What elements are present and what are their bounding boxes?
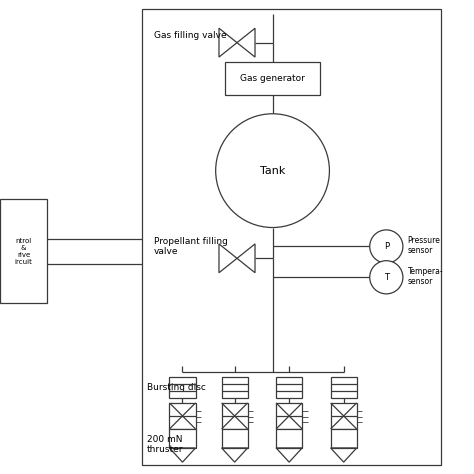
Bar	[276, 403, 302, 429]
Bar	[331, 377, 357, 398]
Circle shape	[216, 114, 329, 228]
Text: P: P	[384, 242, 389, 251]
Bar	[221, 429, 247, 448]
Bar	[221, 403, 247, 429]
Bar	[331, 429, 357, 448]
Bar	[169, 429, 195, 448]
Circle shape	[370, 261, 403, 294]
Bar	[169, 377, 195, 398]
Bar	[0, 199, 47, 303]
Text: Bursting disc: Bursting disc	[147, 383, 206, 392]
Text: Gas generator: Gas generator	[240, 74, 305, 82]
Bar	[142, 9, 441, 465]
Text: Pressure
sensor: Pressure sensor	[408, 236, 440, 255]
Text: T: T	[384, 273, 389, 282]
Bar	[169, 403, 195, 429]
Text: Tank: Tank	[260, 165, 285, 176]
Bar	[276, 429, 302, 448]
Bar	[225, 62, 320, 95]
Text: Gas filling valve: Gas filling valve	[154, 31, 227, 40]
Text: Tempera-
sensor: Tempera- sensor	[408, 267, 443, 286]
Text: Propellant filling
valve: Propellant filling valve	[154, 237, 228, 256]
Text: ntrol
&
rive
ircuit: ntrol & rive ircuit	[15, 238, 33, 264]
Bar	[331, 403, 357, 429]
Circle shape	[370, 230, 403, 263]
Bar	[276, 377, 302, 398]
Text: 200 mN
thruster: 200 mN thruster	[147, 435, 183, 454]
Bar	[221, 377, 247, 398]
